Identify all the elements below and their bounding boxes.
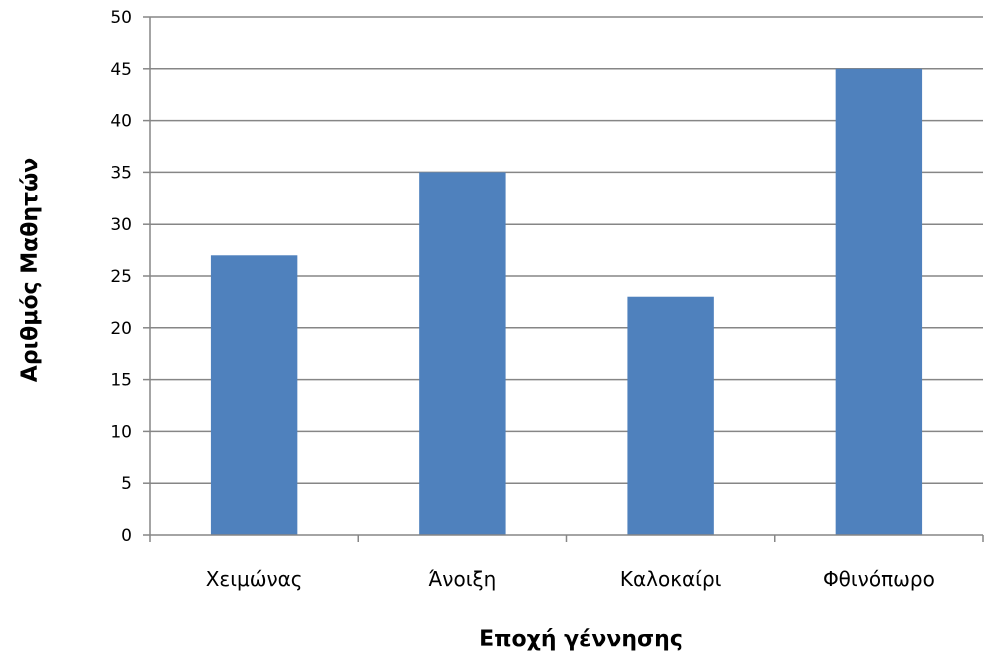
x-axis-title: Εποχή γέννησης [479, 627, 683, 652]
bar [835, 68, 923, 536]
y-tick-label: 35 [110, 163, 132, 183]
y-tick-label: 40 [110, 112, 132, 132]
y-tick-label: 50 [110, 8, 132, 28]
y-tick-label: 15 [110, 371, 132, 391]
axes [143, 16, 984, 542]
y-tick-label: 10 [110, 422, 132, 442]
bar [210, 255, 298, 535]
y-tick-label: 5 [121, 474, 132, 494]
x-tick-labels: Χειμώνας Άνοιξη Καλοκαίρι Φθινόπωρο [206, 567, 935, 591]
x-tick-label: Χειμώνας [206, 567, 303, 591]
bar [419, 172, 506, 535]
y-tick-label: 45 [110, 60, 132, 80]
x-tick-label: Καλοκαίρι [620, 567, 722, 591]
bar [627, 296, 714, 535]
y-tick-label: 25 [110, 267, 132, 287]
y-axis-title: Αριθμός Μαθητών [18, 158, 43, 382]
bars [210, 68, 923, 536]
y-tick-label: 20 [110, 319, 132, 339]
x-tick-label: Άνοιξη [428, 567, 496, 591]
y-tick-label: 0 [121, 526, 132, 546]
x-tick-label: Φθινόπωρο [823, 567, 935, 591]
y-tick-label: 30 [110, 215, 132, 235]
y-tick-labels: 0 5 10 15 20 25 30 35 40 45 50 [110, 8, 132, 546]
